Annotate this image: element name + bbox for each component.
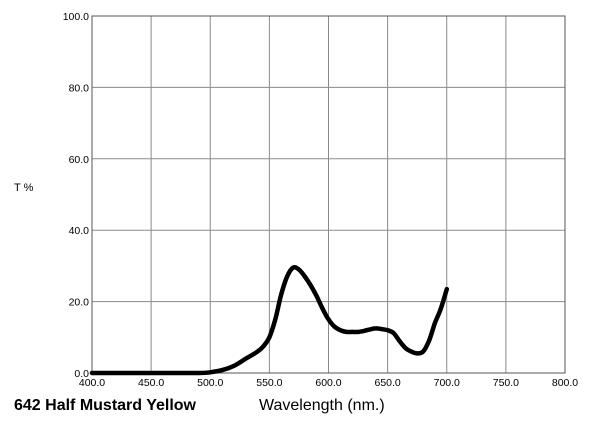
grid: [91, 15, 566, 374]
x-tick-label: 700.0: [434, 377, 460, 389]
x-tick-label: 450.0: [138, 377, 164, 389]
y-tick-label: 40.0: [69, 225, 90, 237]
x-tick-label: 550.0: [256, 377, 282, 389]
x-tick-label: 600.0: [315, 377, 341, 389]
x-tick-label: 500.0: [197, 377, 223, 389]
x-tick-label: 750.0: [493, 377, 519, 389]
series-line: [89, 265, 450, 376]
y-axis-label: T %: [14, 182, 34, 194]
y-tick-label: 0.0: [74, 368, 89, 380]
x-tick-labels: 400.0 450.0 500.0 550.0 600.0 650.0 700.0 750.0…: [79, 377, 578, 389]
x-axis-label: Wavelength (nm.): [259, 397, 385, 414]
y-tick-labels: 0.0 20.0 40.0 60.0 80.0 100.0: [63, 11, 89, 380]
x-tick-label: 400.0: [79, 377, 105, 389]
x-tick-label: 800.0: [552, 377, 578, 389]
y-tick-label: 20.0: [69, 297, 90, 309]
plot-frame: [91, 15, 566, 374]
y-tick-label: 80.0: [69, 82, 90, 94]
x-tick-label: 650.0: [374, 377, 400, 389]
y-tick-label: 60.0: [69, 154, 90, 166]
plot-border: [91, 15, 566, 374]
series: [89, 265, 450, 376]
chart-title: 642 Half Mustard Yellow: [14, 397, 196, 414]
y-tick-label: 100.0: [63, 11, 89, 23]
